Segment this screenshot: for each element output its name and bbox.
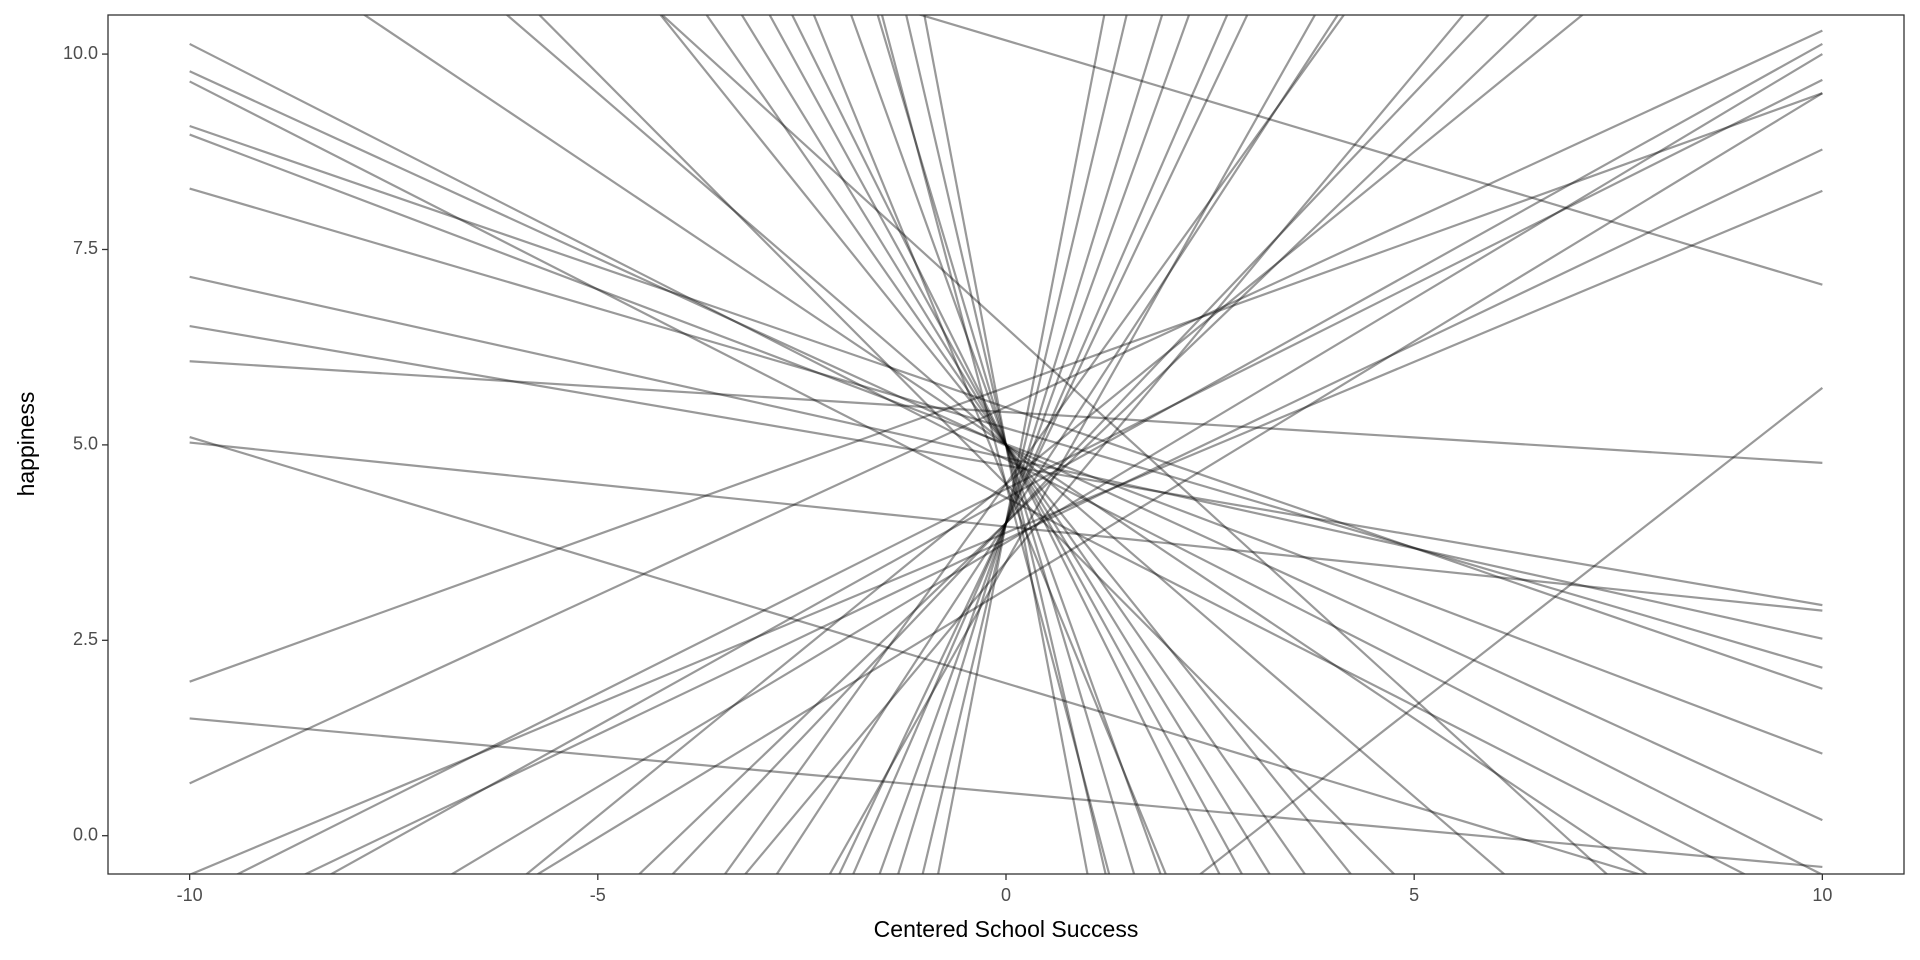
- series-line: [189, 717, 1823, 869]
- series-line: [235, 78, 1823, 874]
- lines-layer: [189, 15, 1824, 874]
- series-line: [189, 80, 1747, 874]
- series-line: [189, 42, 1823, 874]
- series-line: [740, 15, 1271, 874]
- series-line: [535, 92, 1823, 874]
- series-line: [705, 15, 1307, 874]
- y-tick-label: 7.5: [73, 238, 98, 258]
- x-axis-title: Centered School Success: [874, 916, 1139, 942]
- series-line: [505, 15, 1506, 874]
- series-line: [923, 15, 1089, 874]
- y-axis-title: happiness: [13, 392, 39, 497]
- series-line: [790, 15, 1221, 874]
- series-line: [812, 15, 1167, 874]
- series-line: [876, 15, 1136, 874]
- series-line: [637, 15, 1539, 874]
- series-line: [189, 275, 1823, 640]
- series-line: [189, 436, 1643, 874]
- series-line: [743, 15, 1465, 874]
- x-tick-label: -5: [590, 885, 606, 905]
- x-tick-label: 5: [1409, 885, 1419, 905]
- series-line: [450, 53, 1823, 874]
- series-line: [189, 360, 1823, 464]
- series-line: [329, 42, 1823, 874]
- series-line: [828, 15, 1317, 874]
- series-line: [189, 325, 1823, 607]
- series-line: [671, 15, 1490, 874]
- series-line: [921, 15, 1128, 874]
- series-line: [936, 15, 1106, 874]
- series-line: [897, 15, 1164, 874]
- series-line: [880, 15, 1111, 874]
- y-tick-label: 0.0: [73, 824, 98, 844]
- series-line: [525, 15, 1584, 874]
- series-line: [189, 29, 1823, 785]
- series-line: [878, 15, 1191, 874]
- series-line: [905, 15, 1107, 874]
- series-line: [189, 92, 1823, 683]
- series-line: [189, 189, 1823, 874]
- series-line: [303, 148, 1823, 874]
- series-line: [852, 15, 1229, 874]
- series-line: [189, 124, 1823, 690]
- y-tick-label: 5.0: [73, 434, 98, 454]
- series-line: [659, 15, 1353, 874]
- series-line: [189, 70, 1823, 822]
- series-line: [189, 187, 1823, 669]
- series-line: [768, 15, 1244, 874]
- series-line: [362, 15, 1649, 874]
- series-line: [537, 15, 1396, 874]
- y-tick-label: 2.5: [73, 629, 98, 649]
- series-line: [189, 441, 1823, 612]
- series-line: [838, 15, 1249, 874]
- x-tick-label: -10: [177, 885, 203, 905]
- x-tick-label: 10: [1812, 885, 1832, 905]
- series-line: [723, 15, 1346, 874]
- series-line: [850, 15, 1162, 874]
- series-line: [1198, 386, 1824, 874]
- series-line: [660, 15, 1609, 874]
- series-line: [917, 15, 1823, 286]
- series-line: [189, 133, 1823, 755]
- y-tick-label: 10.0: [63, 43, 98, 63]
- series-line: [775, 15, 1339, 874]
- x-tick-label: 0: [1001, 885, 1011, 905]
